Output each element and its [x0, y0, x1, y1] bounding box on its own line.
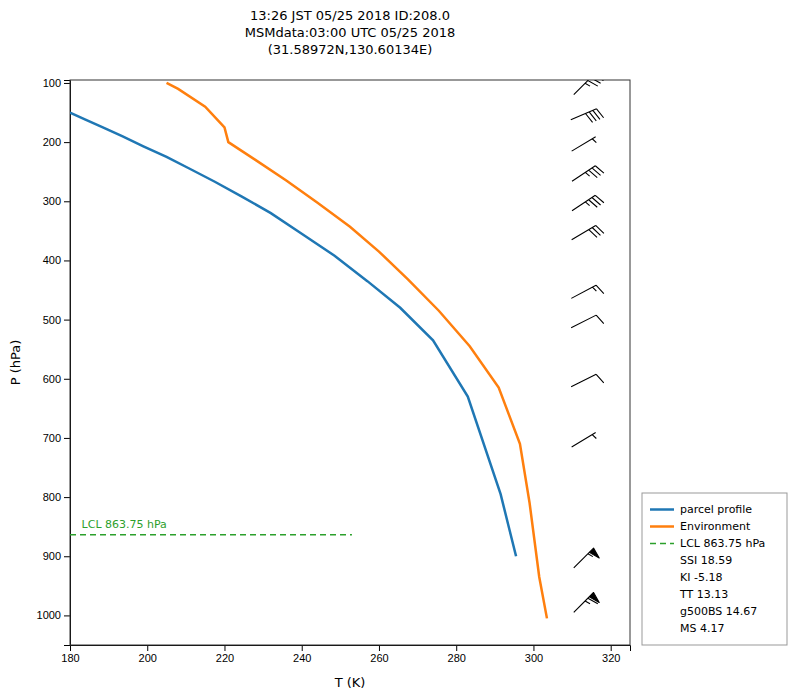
x-tick: 220 — [216, 645, 234, 664]
y-tick-mark — [64, 320, 70, 321]
wind-barb — [571, 374, 604, 387]
x-tick: 320 — [602, 645, 620, 664]
y-tick-mark — [64, 142, 70, 143]
x-tick: 300 — [525, 645, 543, 664]
wind-barb — [574, 80, 604, 95]
y-tick-mark — [64, 438, 70, 439]
x-tick: 240 — [293, 645, 311, 664]
x-tick-mark — [379, 645, 380, 651]
x-tick-label: 280 — [448, 652, 466, 664]
series-line — [167, 83, 547, 618]
y-tick-label: 700 — [43, 432, 61, 444]
y-tick: 700 — [43, 432, 70, 444]
y-tick-mark — [64, 201, 70, 202]
x-tick-label: 180 — [61, 652, 79, 664]
marks — [70, 80, 604, 618]
x-tick-mark — [611, 645, 612, 651]
y-tick: 400 — [43, 254, 70, 266]
wind-barb — [574, 593, 599, 613]
y-tick-mark — [64, 497, 70, 498]
title: (31.58972N,130.60134E) — [268, 42, 433, 57]
y-tick-label: 900 — [43, 550, 61, 562]
wind-barb — [572, 433, 597, 447]
y-tick: 600 — [43, 373, 70, 385]
title: MSMdata:03:00 UTC 05/25 2018 — [245, 25, 456, 40]
x-axis-line — [71, 646, 631, 652]
wind-barb — [571, 285, 604, 298]
x-axis: 180 200 220 240 260 280 300 320 — [61, 645, 630, 664]
x-tick-label: 320 — [602, 652, 620, 664]
y-tick-label: 600 — [43, 373, 61, 385]
wind-barb — [572, 166, 604, 182]
x-tick-mark — [533, 645, 534, 651]
legend-label: g500BS 14.67 — [680, 605, 757, 618]
y-tick-label: 500 — [43, 314, 61, 326]
annotation: LCL 863.75 hPa — [82, 518, 167, 531]
y-tick-mark — [64, 260, 70, 261]
x-tick-label: 220 — [216, 652, 234, 664]
y-tick-mark — [64, 556, 70, 557]
y-tick-mark — [64, 379, 70, 380]
legend-swatch — [650, 543, 674, 545]
legend-label: parcel profile — [680, 503, 752, 516]
y-axis: 100 200 300 400 500 600 700 800 900 1000 — [37, 77, 71, 646]
y-tick: 300 — [43, 195, 70, 207]
y-tick: 200 — [43, 136, 70, 148]
x-tick: 180 — [61, 645, 79, 664]
wind-barb — [572, 137, 597, 151]
title: 13:26 JST 05/25 2018 ID:208.0 — [250, 8, 450, 23]
legend: parcel profile Environment LCL 863.75 hPa S… — [642, 493, 787, 645]
y-tick-label: 1000 — [37, 609, 61, 621]
x-tick-mark — [456, 645, 457, 651]
plot-frame — [70, 80, 630, 645]
x-tick-label: 260 — [370, 652, 388, 664]
wind-barb — [571, 109, 604, 123]
x-axis-title: T (K) — [334, 675, 366, 690]
wind-barb — [571, 315, 604, 328]
x-tick: 200 — [139, 645, 157, 664]
x-tick-label: 200 — [139, 652, 157, 664]
y-tick: 500 — [43, 314, 70, 326]
legend-label: KI -5.18 — [680, 571, 722, 584]
wind-barb — [572, 225, 604, 239]
y-tick-mark — [64, 83, 70, 84]
y-tick-mark — [64, 615, 70, 616]
y-tick-label: 200 — [43, 136, 61, 148]
x-tick-label: 240 — [293, 652, 311, 664]
y-tick-label: 800 — [43, 491, 61, 503]
x-tick: 280 — [448, 645, 466, 664]
y-tick-label: 100 — [43, 77, 61, 89]
y-tick-label: 400 — [43, 254, 61, 266]
y-tick: 1000 — [37, 609, 70, 621]
x-tick-mark — [224, 645, 225, 651]
legend-label: Environment — [680, 520, 751, 533]
legend-label: LCL 863.75 hPa — [680, 537, 765, 550]
legend-swatch — [650, 508, 674, 511]
plot: 180 200 220 240 260 280 300 320 100 200 300 400 500 6… — [8, 75, 631, 690]
wind-barb — [572, 195, 604, 211]
wind-barb — [574, 548, 599, 568]
legend-label: MS 4.17 — [680, 622, 724, 635]
series-line — [70, 534, 352, 536]
y-tick: 100 — [43, 77, 70, 89]
y-tick-label: 300 — [43, 195, 61, 207]
y-axis-title: P (hPa) — [8, 340, 23, 386]
x-tick-mark — [147, 645, 148, 651]
y-tick: 800 — [43, 491, 70, 503]
legend-swatch — [650, 525, 674, 528]
y-tick: 900 — [43, 550, 70, 562]
legend-label: SSI 18.59 — [680, 554, 732, 567]
x-tick-mark — [302, 645, 303, 651]
chart: 180 200 220 240 260 280 300 320 100 200 300 400 500 6… — [0, 0, 800, 700]
legend-label: TT 13.13 — [679, 588, 728, 601]
series-line — [70, 113, 516, 557]
legend-box — [642, 493, 787, 645]
x-tick-label: 300 — [525, 652, 543, 664]
x-tick: 260 — [370, 645, 388, 664]
